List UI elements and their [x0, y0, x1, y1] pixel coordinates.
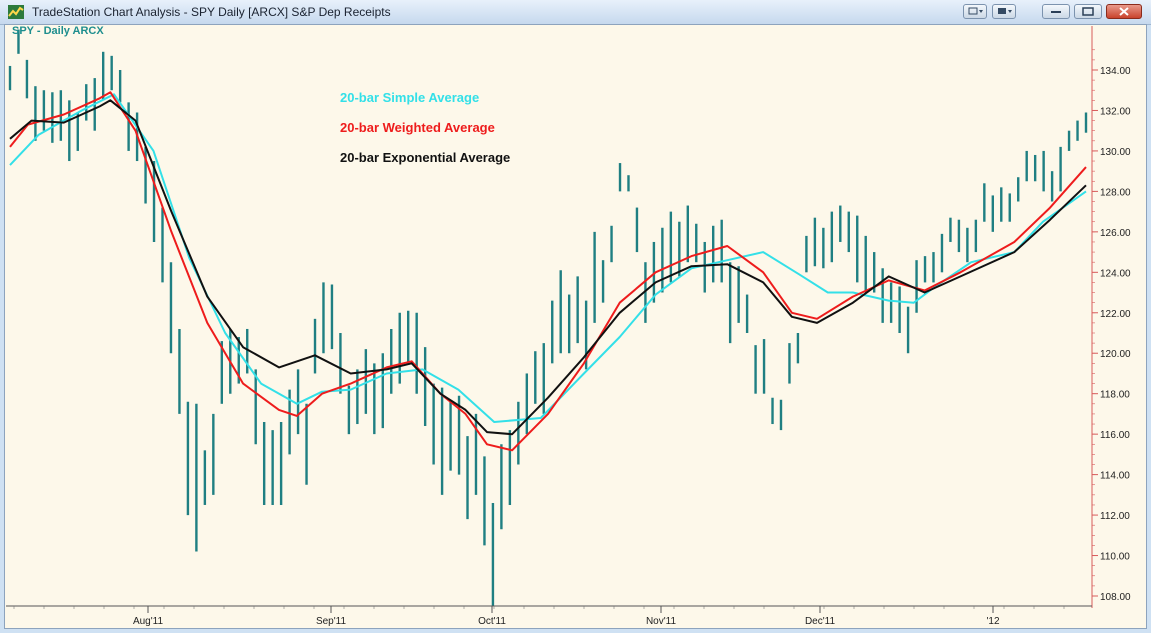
chart-window[interactable]	[4, 24, 1147, 629]
x-tick-label: Nov'11	[646, 616, 677, 627]
x-tick-label: Oct'11	[478, 616, 506, 627]
panel-layout-icon	[968, 7, 983, 15]
x-tick-label: Sep'11	[316, 616, 347, 627]
y-tick-label: 130.00	[1100, 147, 1131, 158]
x-tick-label: Aug'11	[133, 616, 164, 627]
legend-wma: 20-bar Weighted Average	[340, 120, 495, 135]
minimize-button[interactable]	[1042, 4, 1070, 19]
y-tick-label: 128.00	[1100, 187, 1131, 198]
window-title: TradeStation Chart Analysis - SPY Daily …	[32, 5, 391, 19]
x-tick-label: Dec'11	[805, 616, 836, 627]
legend-ema: 20-bar Exponential Average	[340, 150, 511, 165]
y-tick-label: 108.00	[1100, 592, 1131, 603]
y-tick-label: 126.00	[1100, 228, 1131, 239]
restore-button[interactable]	[1074, 4, 1102, 19]
layout-button[interactable]	[963, 4, 987, 19]
tradestation-logo-icon	[8, 5, 24, 19]
symbol-label: SPY - Daily ARCX	[12, 25, 104, 37]
window-link-icon	[998, 8, 1012, 14]
y-tick-label: 114.00	[1100, 471, 1130, 482]
close-icon	[1119, 7, 1129, 16]
window-titlebar[interactable]: TradeStation Chart Analysis - SPY Daily …	[0, 0, 1151, 25]
y-tick-label: 120.00	[1100, 349, 1131, 360]
y-tick-label: 112.00	[1100, 511, 1130, 522]
series-line	[9, 91, 1087, 452]
y-tick-label: 118.00	[1100, 390, 1130, 401]
y-tick-label: 110.00	[1100, 552, 1130, 563]
restore-icon	[1082, 7, 1094, 16]
y-tick-label: 134.00	[1100, 66, 1131, 77]
close-button[interactable]	[1106, 4, 1142, 19]
minimize-icon	[1051, 11, 1061, 13]
y-tick-label: 122.00	[1100, 309, 1131, 320]
y-tick-label: 116.00	[1100, 430, 1130, 441]
y-tick-label: 132.00	[1100, 106, 1131, 117]
y-tick-label: 124.00	[1100, 268, 1131, 279]
legend-sma: 20-bar Simple Average	[340, 90, 480, 105]
series-line	[9, 99, 1087, 436]
link-button[interactable]	[992, 4, 1016, 19]
x-tick-label: '12	[986, 616, 999, 627]
